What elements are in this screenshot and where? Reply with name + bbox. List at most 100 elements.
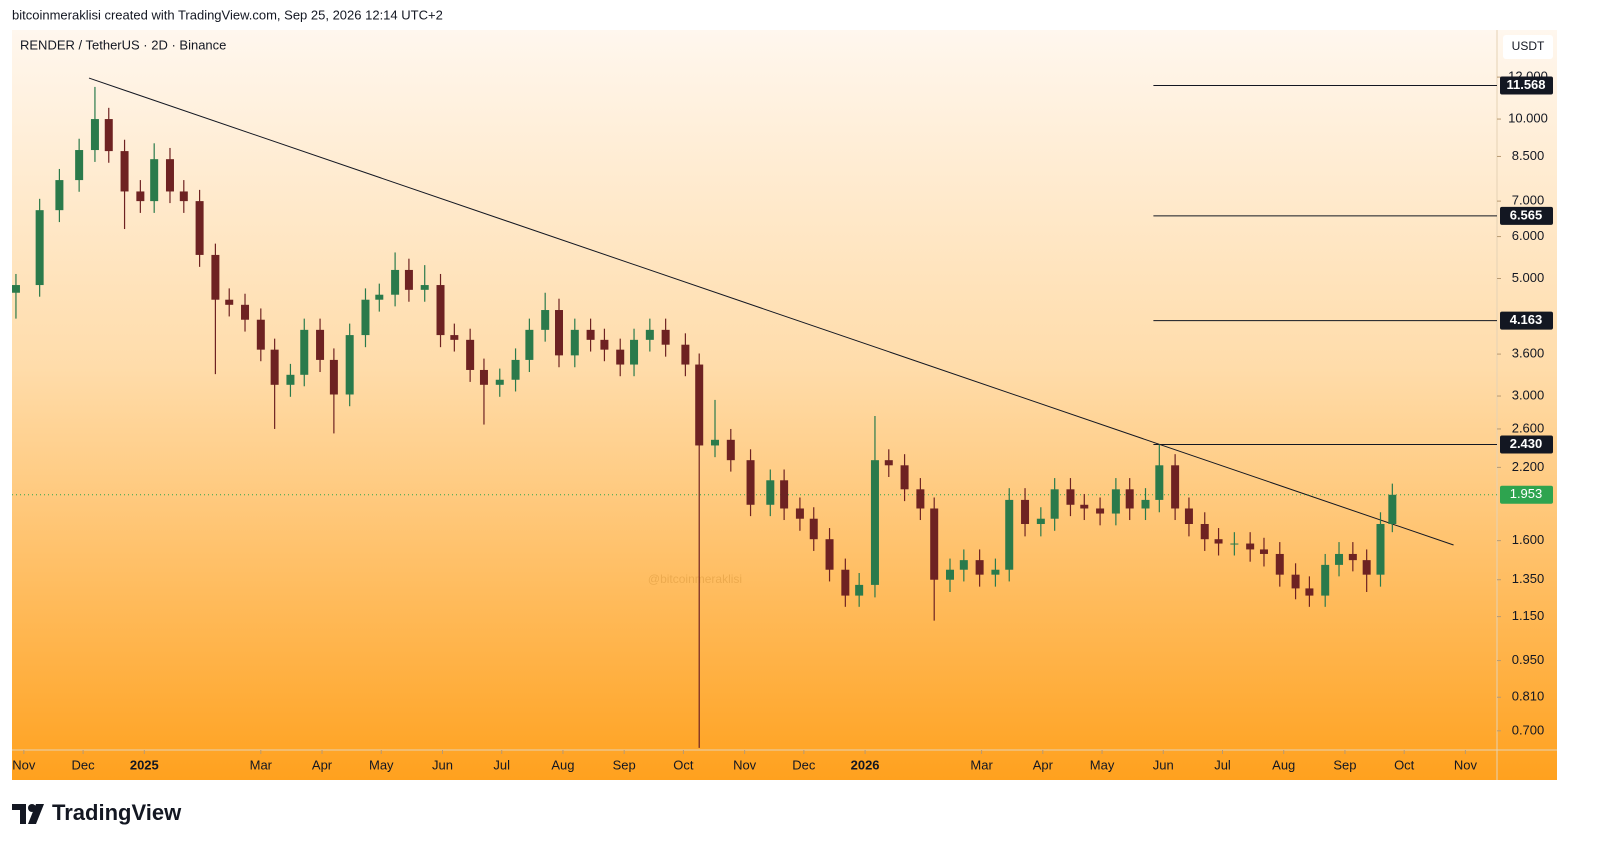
x-tick-label: Dec: [72, 757, 96, 772]
plot: [12, 77, 1497, 748]
y-tick-label: 1.350: [1512, 571, 1545, 586]
y-tick-label: 0.950: [1512, 652, 1545, 667]
symbol-title: RENDER / TetherUS · 2D · Binance: [20, 37, 226, 52]
candle-body: [241, 304, 250, 320]
candle-body: [35, 210, 44, 286]
x-tick-label: 2025: [130, 757, 159, 772]
candle-body: [1066, 489, 1075, 505]
candle-body: [391, 269, 400, 295]
x-tick-label: Apr: [1033, 757, 1054, 772]
candle-body: [916, 489, 925, 509]
x-tick-label: Aug: [1272, 757, 1295, 772]
candle-body: [975, 560, 984, 575]
candle-body: [300, 329, 309, 375]
candle-body: [766, 480, 775, 505]
attribution: bitcoinmeraklisi created with TradingVie…: [12, 7, 443, 22]
level-label: 11.568: [1506, 77, 1545, 92]
candle-body: [945, 569, 954, 580]
candle-body: [600, 339, 609, 350]
candle-body: [1080, 504, 1089, 509]
candle-body: [726, 439, 735, 461]
candle-body: [1005, 499, 1014, 570]
y-tick-label: 3.600: [1512, 346, 1545, 361]
currency-badge: [1503, 35, 1553, 59]
candle-body: [1362, 560, 1371, 575]
x-tick-label: Mar: [250, 757, 273, 772]
x-tick-label: Nov: [1454, 757, 1478, 772]
watermark: @bitcoinmeraklisi: [648, 572, 742, 586]
brand-logo: TradingView: [12, 800, 182, 825]
level-label-box: [1500, 435, 1553, 454]
y-tick-label: 8.500: [1512, 148, 1545, 163]
x-tick-label: May: [369, 757, 394, 772]
x-tick-label: May: [1090, 757, 1115, 772]
candle-body: [1335, 553, 1344, 565]
x-tick-label: Jun: [432, 757, 453, 772]
candle-body: [930, 508, 939, 580]
candle-body: [345, 335, 354, 395]
candle-body: [1275, 553, 1284, 575]
candle-body: [75, 150, 84, 181]
candle-body: [1200, 524, 1209, 540]
candle-body: [1021, 499, 1030, 525]
candle-body: [645, 329, 654, 340]
candle-body: [1230, 543, 1239, 545]
candle-body: [375, 294, 384, 300]
last-price-box: [1500, 485, 1553, 504]
candle-body: [570, 329, 579, 356]
candle-body: [1125, 489, 1134, 509]
candle-body: [795, 508, 804, 519]
candle-body: [136, 191, 145, 202]
candle-body: [511, 359, 520, 380]
level-label-box: [1500, 76, 1553, 95]
candle-body: [1171, 465, 1180, 509]
candle-body: [555, 310, 564, 356]
trendline: [88, 77, 1454, 546]
candle-body: [211, 254, 220, 300]
candle-body: [1348, 553, 1357, 561]
candle-body: [479, 369, 488, 385]
x-tick-label: Apr: [312, 757, 333, 772]
candle-body: [884, 460, 893, 466]
candle-body: [525, 329, 534, 360]
candle-body: [900, 465, 909, 490]
candle-body: [329, 359, 338, 395]
candle-body: [195, 201, 204, 255]
candle-body: [630, 339, 639, 365]
candle-body: [855, 584, 864, 596]
candle-body: [12, 285, 20, 293]
candle-body: [404, 269, 413, 290]
candle-body: [1096, 508, 1105, 514]
candle-body: [120, 151, 129, 192]
last-price-label: 1.953: [1510, 486, 1543, 501]
candle-body: [1214, 539, 1223, 544]
x-tick-label: Jul: [1214, 757, 1231, 772]
candle-body: [1376, 524, 1385, 575]
currency-label: USDT: [1512, 39, 1545, 53]
x-tick-label: Nov: [733, 757, 757, 772]
axes: 12.00010.0008.5007.0006.0005.0003.6003.0…: [12, 69, 1553, 772]
candle-body: [495, 379, 504, 385]
x-tick-label: 2026: [851, 757, 880, 772]
candle-body: [841, 569, 850, 596]
candle-body: [256, 319, 265, 350]
level-label: 4.163: [1510, 312, 1543, 327]
candle-body: [695, 364, 704, 446]
y-tick-label: 2.200: [1512, 459, 1545, 474]
x-tick-label: Sep: [1333, 757, 1356, 772]
candle-body: [780, 480, 789, 509]
logo-mark: [12, 804, 26, 824]
y-tick-label: 1.150: [1512, 608, 1545, 623]
candle-body: [286, 374, 295, 385]
candle-body: [616, 349, 625, 365]
y-tick-label: 10.000: [1508, 110, 1548, 125]
candle-body: [90, 119, 99, 151]
candle-body: [1321, 564, 1330, 596]
brand-text: TradingView: [52, 800, 182, 825]
candle-body: [959, 560, 968, 570]
y-tick-label: 1.600: [1512, 532, 1545, 547]
candle-body: [1388, 494, 1397, 525]
candle-body: [1036, 518, 1045, 525]
candle-body: [436, 285, 445, 336]
